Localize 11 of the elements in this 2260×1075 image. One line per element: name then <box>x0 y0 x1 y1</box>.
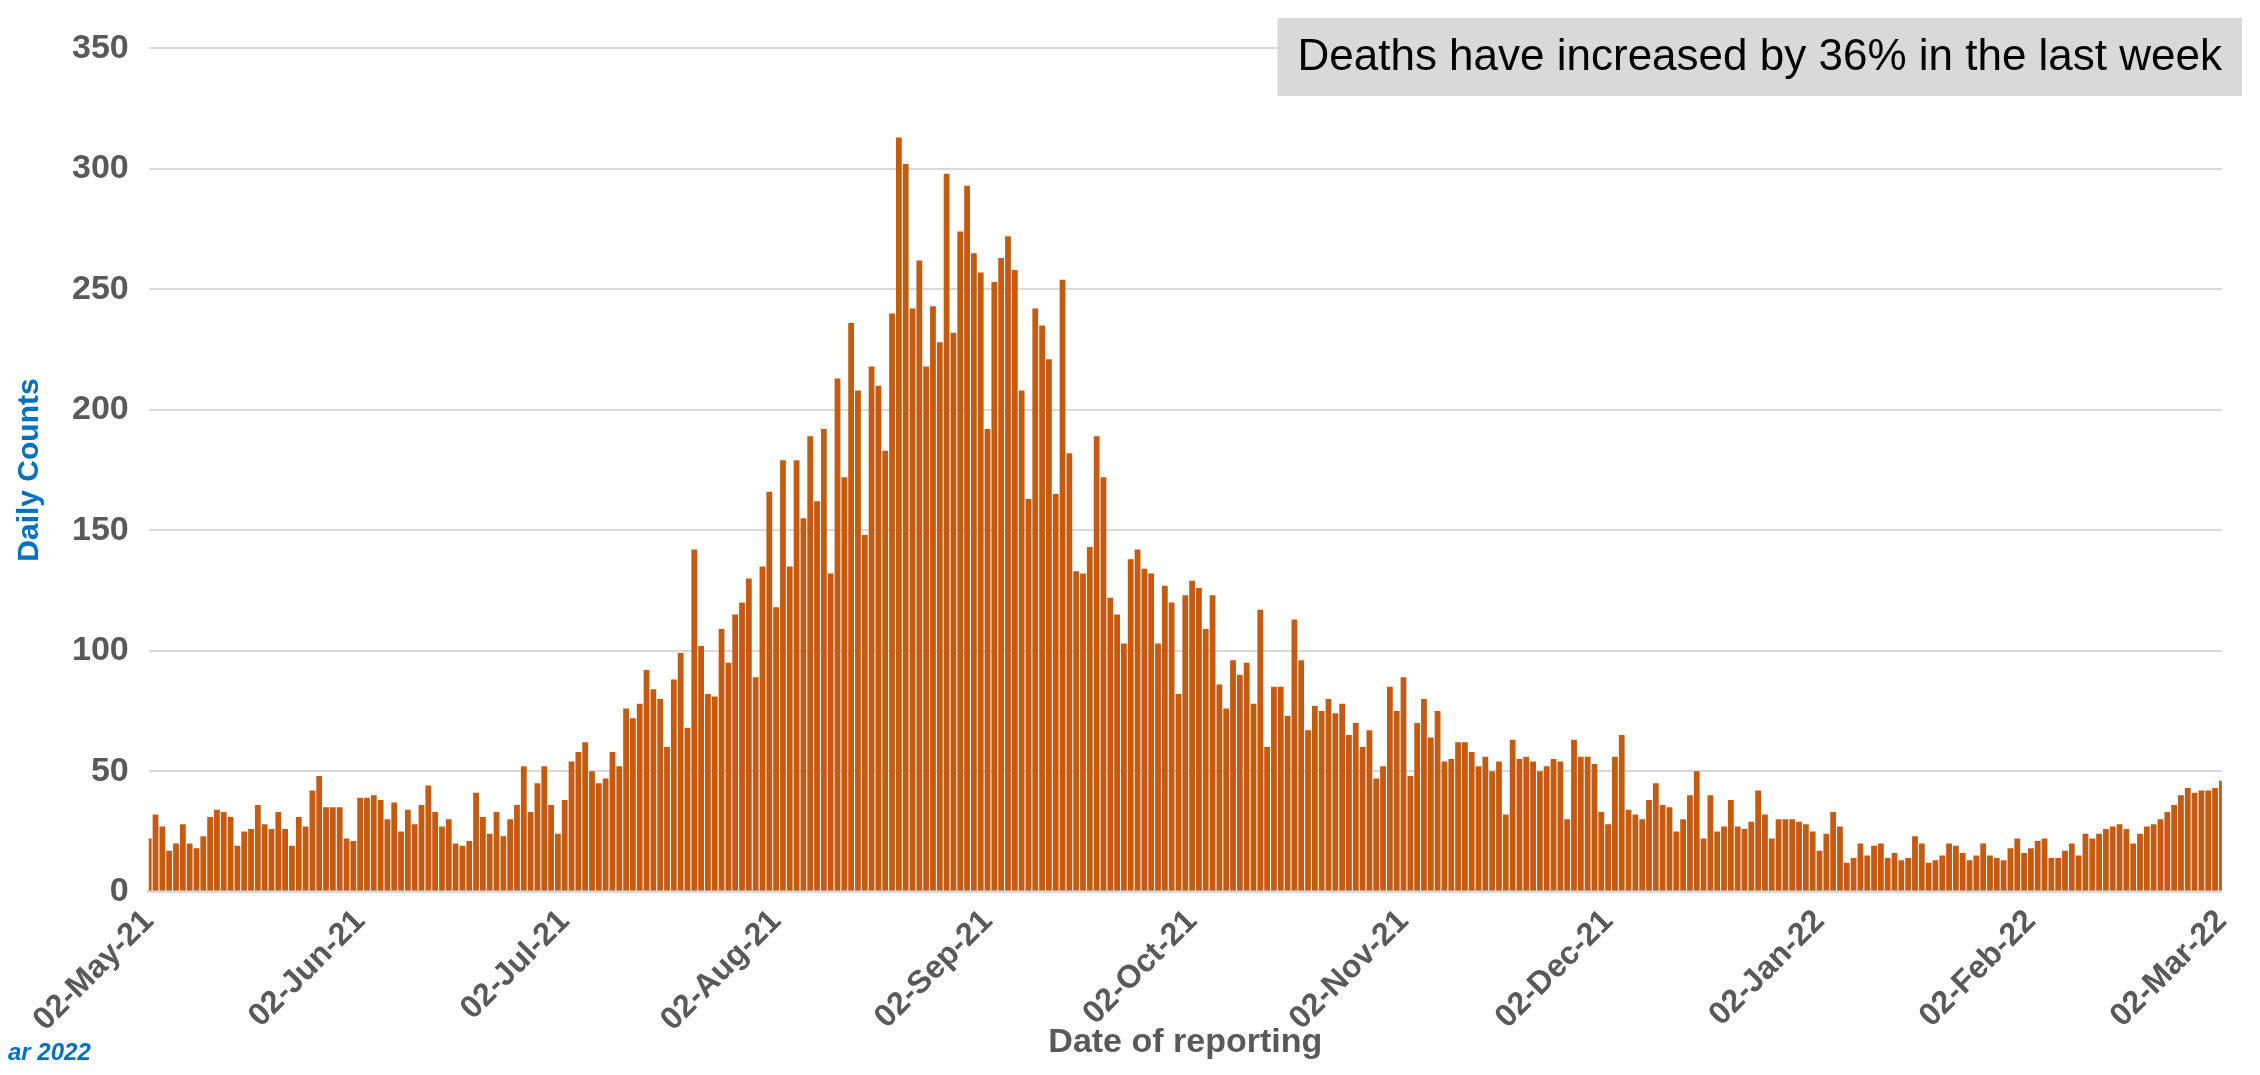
y-tick-label: 250 <box>71 267 129 306</box>
y-tick-label: 150 <box>71 508 129 547</box>
y-tick-label: 200 <box>71 388 129 427</box>
y-tick-label: 0 <box>109 870 129 908</box>
text: ar 2022 <box>8 1037 92 1065</box>
y-axis-title: Daily Counts <box>11 378 45 562</box>
y-tick-label: 100 <box>71 629 129 668</box>
y-tick-label: 50 <box>90 749 129 788</box>
annotation: Deaths have increased by 36% in the last week <box>1297 30 2223 80</box>
y-tick-label: 300 <box>71 147 129 186</box>
y-tick-label: 350 <box>71 26 129 65</box>
